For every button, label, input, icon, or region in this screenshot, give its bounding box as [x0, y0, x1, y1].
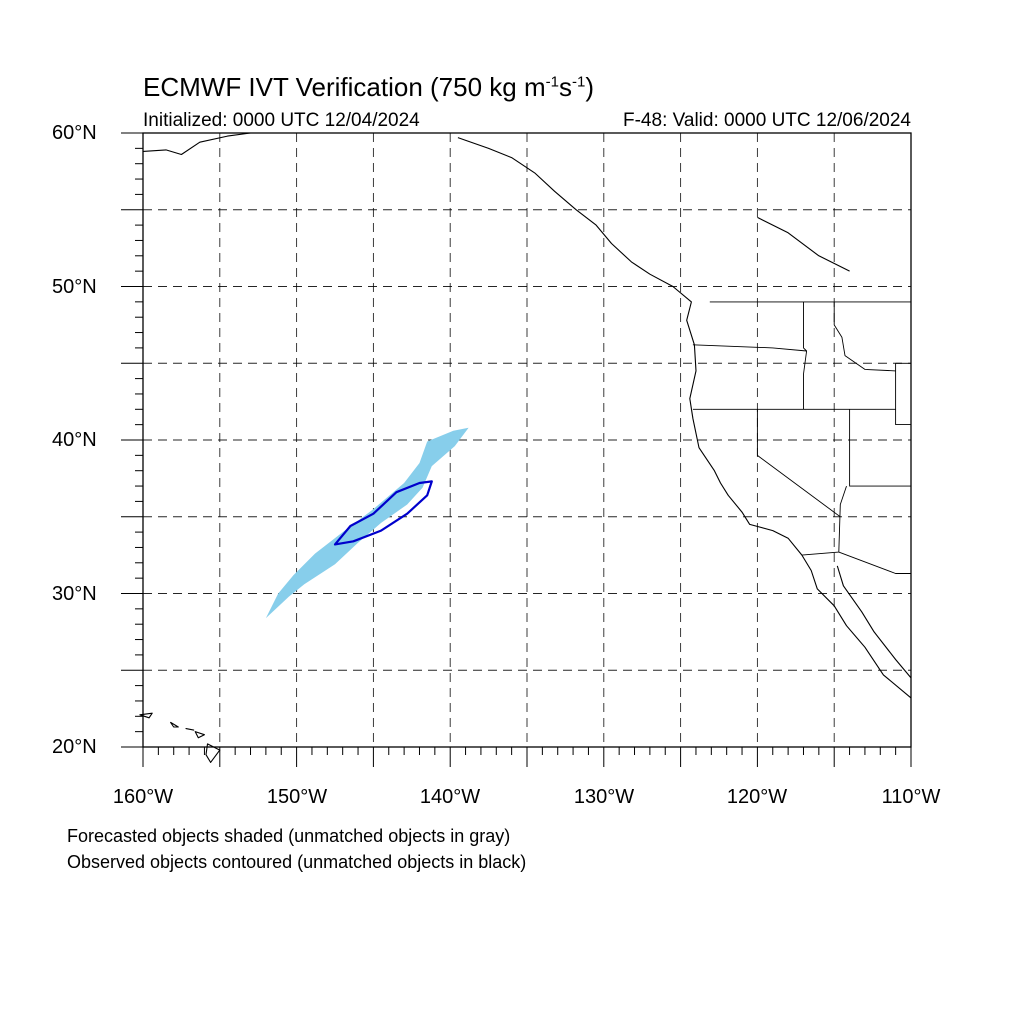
political-border [803, 301, 807, 352]
lon-label-160w: 160°W [112, 786, 174, 808]
map-ticks [121, 132, 912, 767]
hawaii-island [170, 721, 179, 728]
coastlines-and-borders [139, 132, 912, 763]
initialized-time: Initialized: 0000 UTC 12/04/2024 [143, 110, 420, 131]
political-border [692, 344, 808, 410]
hawaii-island [194, 731, 205, 739]
hawaii-island [205, 743, 221, 763]
canada-inland-line [757, 216, 850, 272]
map-frame [142, 132, 912, 748]
political-border [838, 551, 911, 574]
political-border [833, 301, 896, 372]
lat-label-30n: 30°N [52, 583, 97, 605]
political-border [756, 409, 841, 518]
gulf-of-california-coastline [836, 565, 912, 679]
lat-label-40n: 40°N [52, 429, 97, 451]
lon-label-150w: 150°W [266, 786, 328, 808]
observed-object-contour [333, 480, 433, 546]
page-title: ECMWF IVT Verification (750 kg m-1s-1) [143, 72, 594, 102]
observed-legend-note: Observed objects contoured (unmatched ob… [67, 852, 527, 872]
lat-label-60n: 60°N [52, 122, 97, 144]
lon-label-140w: 140°W [419, 786, 481, 808]
hawaii-island [139, 712, 153, 719]
lon-label-130w: 130°W [573, 786, 635, 808]
forecast-legend-note: Forecasted objects shaded (unmatched obj… [67, 826, 511, 846]
hawaii-island [185, 728, 195, 731]
lon-label-120w: 120°W [726, 786, 788, 808]
political-border [895, 363, 911, 426]
valid-time: F-48: Valid: 0000 UTC 12/06/2024 [623, 110, 911, 131]
alaska-coastline [142, 132, 251, 156]
lat-label-50n: 50°N [52, 276, 97, 298]
political-border [849, 409, 911, 487]
ivt-objects [265, 427, 469, 619]
political-border [801, 485, 847, 556]
west-coast-coastline [457, 137, 912, 699]
forecast-object-shaded [265, 427, 469, 619]
map-gridlines [143, 133, 911, 747]
lon-label-110w: 110°W [881, 786, 941, 808]
lat-label-20n: 20°N [52, 736, 97, 758]
